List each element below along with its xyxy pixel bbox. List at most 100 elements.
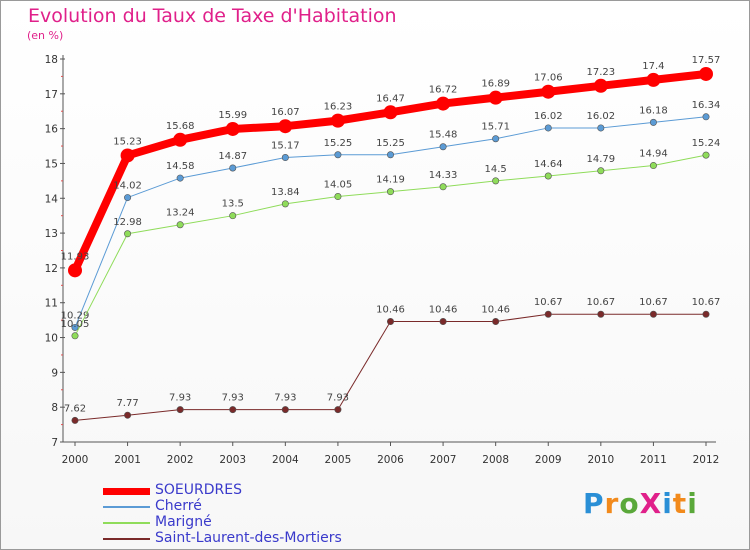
series-2-data-label: 14.33 — [429, 170, 458, 181]
series-0-point — [593, 78, 608, 93]
series-1-data-label: 10.29 — [61, 310, 90, 321]
series-2-point — [544, 172, 552, 180]
series-3-point — [281, 406, 289, 414]
series-2-point — [649, 162, 657, 170]
series-0-data-label: 16.47 — [376, 93, 405, 104]
series-1-point — [439, 143, 447, 151]
y-tick-label: 16 — [45, 124, 59, 136]
series-1-point — [124, 194, 132, 202]
series-3-point — [71, 416, 79, 424]
series-1-point — [492, 135, 500, 143]
series-1-point — [702, 113, 710, 121]
series-2-point — [124, 230, 132, 238]
series-3-point — [124, 411, 132, 419]
series-0-data-label: 16.72 — [429, 85, 458, 96]
series-1-data-label: 16.34 — [692, 100, 721, 111]
series-3-point — [334, 406, 342, 414]
series-0-data-label: 17.06 — [534, 73, 563, 84]
series-2-point — [439, 183, 447, 191]
series-1-point — [597, 124, 605, 132]
series-3-point — [492, 318, 500, 326]
chart-title: Evolution du Taux de Taxe d'Habitation — [28, 5, 397, 27]
y-tick-label: 15 — [45, 158, 58, 170]
series-0-point — [699, 66, 713, 81]
series-3-point — [649, 310, 657, 318]
series-0-data-label: 17.23 — [587, 67, 616, 78]
series-3-data-label: 10.46 — [481, 305, 510, 316]
series-0-point — [646, 72, 661, 87]
series-3-point — [229, 406, 237, 414]
series-2-data-label: 14.94 — [639, 149, 668, 160]
series-1-point — [176, 174, 184, 182]
y-tick-label: 17 — [45, 89, 58, 101]
series-line-3 — [74, 313, 707, 421]
x-tick-label: 2010 — [587, 454, 614, 466]
series-1-data-label: 14.58 — [166, 161, 195, 172]
x-tick-label: 2003 — [219, 454, 246, 466]
series-1-data-label: 14.02 — [113, 181, 142, 192]
series-3-data-label: 10.67 — [587, 297, 616, 308]
series-0-point — [383, 105, 398, 120]
series-1-point — [229, 164, 237, 172]
series-2-data-label: 13.5 — [222, 199, 244, 210]
series-2-data-label: 14.79 — [587, 154, 616, 165]
unit-label: (en %) — [27, 29, 64, 42]
series-0-point — [488, 90, 503, 105]
series-3-data-label: 7.93 — [327, 393, 349, 404]
series-1-data-label: 15.25 — [324, 138, 353, 149]
series-3-point — [544, 310, 552, 318]
series-0-point — [330, 113, 345, 128]
series-0-data-label: 15.23 — [113, 136, 142, 147]
series-2-point — [386, 188, 394, 196]
x-tick-label: 2008 — [482, 454, 509, 466]
legend-label: Cherré — [155, 498, 202, 514]
series-1-point — [544, 124, 552, 132]
series-2-data-label: 14.05 — [324, 180, 353, 191]
series-0-point — [120, 148, 135, 163]
y-tick-label: 7 — [51, 437, 58, 449]
series-3-data-label: 7.93 — [222, 393, 244, 404]
series-0-point — [541, 84, 556, 99]
series-3-data-label: 10.67 — [534, 297, 563, 308]
series-0-data-label: 15.68 — [166, 121, 195, 132]
series-3-point — [386, 318, 394, 326]
series-2-data-label: 15.24 — [692, 138, 721, 149]
x-tick-label: 2004 — [272, 454, 299, 466]
series-3-data-label: 10.67 — [692, 297, 721, 308]
series-3-data-label: 7.77 — [116, 398, 138, 409]
y-tick-label: 18 — [45, 54, 58, 66]
series-3-data-label: 7.62 — [64, 403, 86, 414]
series-0-data-label: 16.89 — [481, 79, 510, 90]
series-1-point — [281, 154, 289, 162]
series-3-data-label: 7.93 — [169, 393, 191, 404]
series-1-data-label: 15.71 — [481, 122, 510, 133]
series-1-data-label: 15.17 — [271, 141, 300, 152]
proxiti-logo: ProXiti — [583, 487, 698, 520]
series-1-point — [386, 151, 394, 159]
x-tick-label: 2009 — [535, 454, 562, 466]
series-2-data-label: 14.64 — [534, 159, 563, 170]
series-0-point — [173, 132, 188, 147]
series-0-point — [68, 263, 82, 278]
series-1-data-label: 16.02 — [587, 111, 616, 122]
series-1-point — [334, 151, 342, 159]
series-2-point — [229, 212, 237, 220]
series-2-point — [334, 193, 342, 201]
y-tick-label: 8 — [51, 402, 58, 414]
series-2-point — [176, 221, 184, 229]
y-tick-label: 10 — [45, 333, 58, 345]
series-3-data-label: 10.46 — [376, 305, 405, 316]
x-tick-label: 2001 — [114, 454, 141, 466]
series-1-point — [649, 118, 657, 126]
series-3-data-label: 7.93 — [274, 393, 296, 404]
legend-swatch — [103, 506, 150, 508]
series-0-data-label: 16.07 — [271, 107, 300, 118]
series-2-data-label: 14.19 — [376, 175, 405, 186]
series-2-point — [492, 177, 500, 185]
series-0-point — [436, 96, 451, 111]
series-2-point — [702, 151, 710, 159]
series-1-data-label: 16.18 — [639, 105, 668, 116]
series-1-data-label: 15.25 — [376, 138, 405, 149]
series-2-data-label: 13.24 — [166, 208, 195, 219]
